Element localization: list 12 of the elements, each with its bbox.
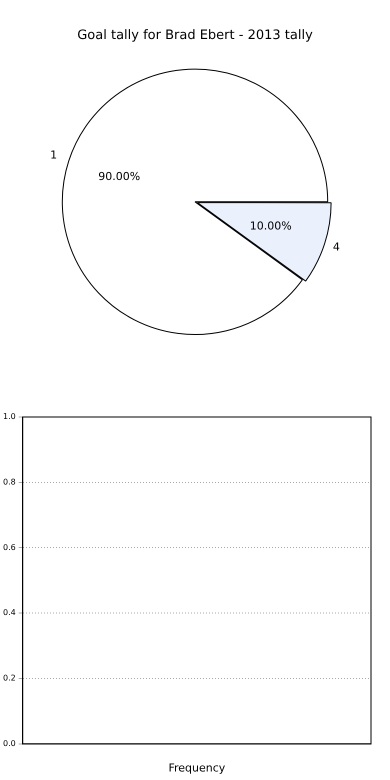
data-label: 10.00% [250,219,292,232]
y-tick-label: 0.8 [2,477,16,486]
chart-title: Goal tally for Brad Ebert - 2013 tally [77,28,314,44]
slice-label: 1 [50,148,58,162]
data-label: 90.00% [98,170,140,184]
y-tick-label: 0.2 [2,674,16,683]
x-axis-title: Frequency [168,761,226,774]
y-tick-label: 0.0 [2,738,16,748]
y-tick-label: 0.6 [2,542,16,552]
slice-label: 4 [332,240,340,254]
y-tick-label: 1.0 [2,412,16,422]
y-tick-label: 0.4 [2,608,16,618]
